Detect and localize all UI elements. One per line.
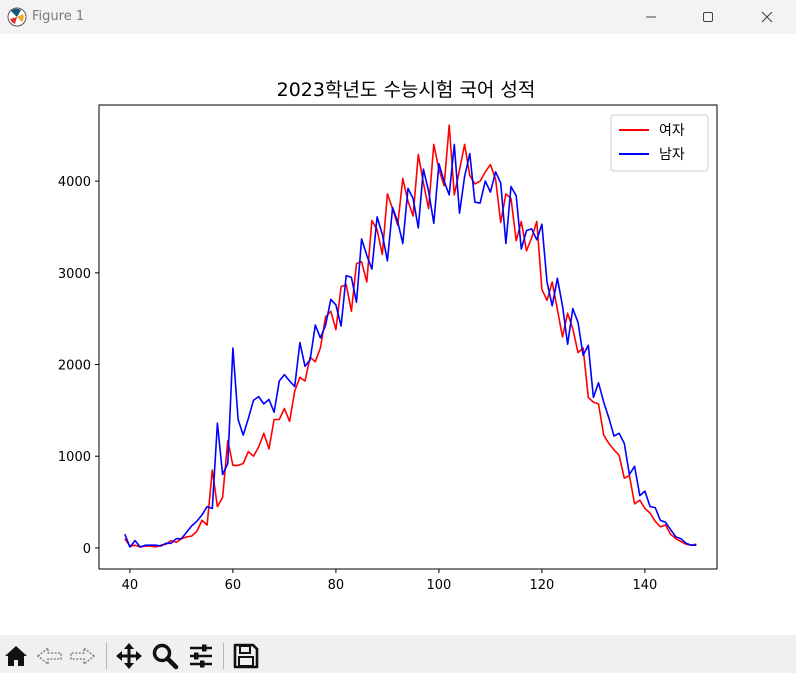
- series-line-1: [124, 143, 697, 548]
- legend-label: 남자: [659, 147, 685, 163]
- title-bar: Figure 1: [0, 0, 796, 34]
- x-tick-label: 80: [328, 578, 345, 593]
- line-chart: 2023학년도 수능시험 국어 성적 40 60 80 100 120 140 0 1000 2…: [58, 79, 718, 593]
- series-line-0: [124, 124, 697, 548]
- y-tick-label: 1000: [58, 450, 91, 465]
- save-icon: [233, 643, 259, 669]
- close-icon: [761, 11, 773, 23]
- home-button[interactable]: [2, 642, 30, 670]
- x-tick-label: 120: [529, 578, 554, 593]
- matplotlib-figure-icon: [7, 7, 27, 27]
- y-tick-label: 0: [83, 542, 91, 557]
- back-button[interactable]: [36, 642, 64, 670]
- close-button[interactable]: [744, 0, 790, 34]
- configure-subplots-button[interactable]: [187, 642, 215, 670]
- x-tick-label: 140: [632, 578, 657, 593]
- pan-button[interactable]: [115, 642, 143, 670]
- toolbar-separator: [106, 643, 107, 669]
- pan-icon: [116, 643, 142, 669]
- zoom-icon: [152, 643, 179, 670]
- minimize-icon: [646, 16, 656, 18]
- home-icon: [5, 646, 27, 666]
- x-tick-label: 60: [225, 578, 242, 593]
- y-tick-label: 2000: [58, 359, 91, 374]
- minimize-button[interactable]: [628, 0, 674, 34]
- x-tick-label: 40: [122, 578, 139, 593]
- forward-button[interactable]: [68, 642, 96, 670]
- maximize-icon: [703, 12, 713, 22]
- navigation-toolbar: [0, 635, 796, 673]
- axis-ticks: 40 60 80 100 120 140 0 1000 2000 3000 4000: [58, 175, 657, 593]
- back-icon: [36, 646, 62, 666]
- legend-label: 여자: [659, 123, 685, 139]
- axes-frame: [98, 104, 718, 570]
- configure-subplots-icon: [190, 644, 212, 668]
- toolbar-separator: [223, 643, 224, 669]
- y-tick-label: 4000: [58, 175, 91, 190]
- forward-icon: [70, 646, 96, 666]
- x-tick-label: 100: [426, 578, 451, 593]
- chart-title: 2023학년도 수능시험 국어 성적: [277, 79, 536, 101]
- figure-canvas: 2023학년도 수능시험 국어 성적 40 60 80 100 120 140 0 1000 2…: [0, 34, 796, 635]
- series-layer: [124, 124, 697, 548]
- zoom-button[interactable]: [151, 642, 179, 670]
- y-tick-label: 3000: [58, 267, 91, 282]
- maximize-button[interactable]: [685, 0, 731, 34]
- save-button[interactable]: [232, 642, 260, 670]
- window-title: Figure 1: [32, 9, 85, 24]
